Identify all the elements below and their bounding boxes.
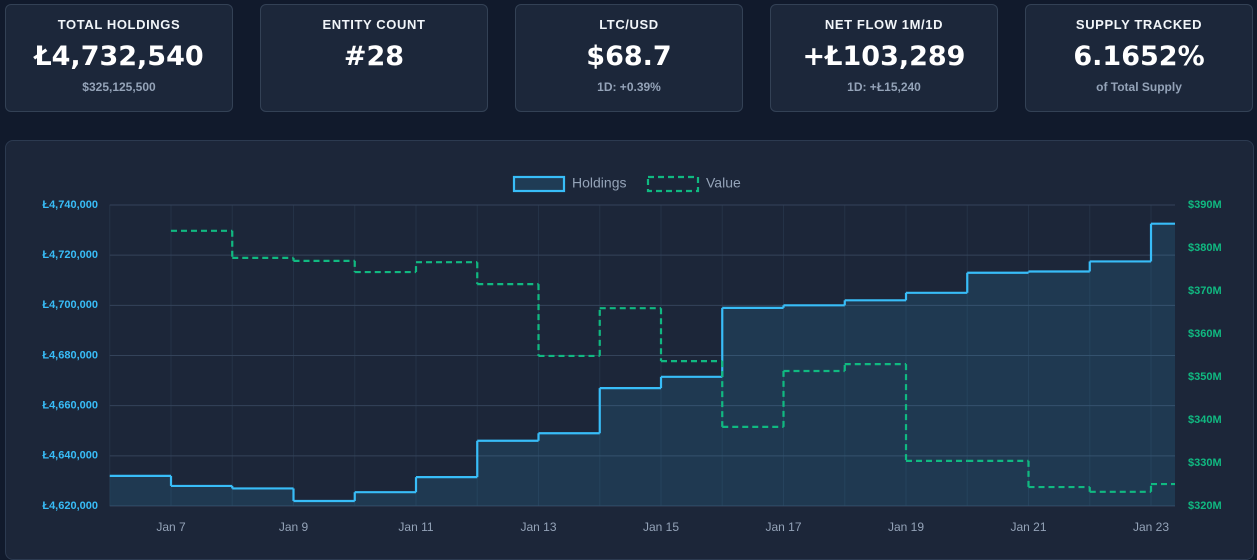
y-tick-label: Ł4,740,000 xyxy=(42,199,98,211)
y2-tick-label: $390M xyxy=(1188,199,1222,211)
x-tick-label: Jan 11 xyxy=(398,520,433,534)
y-tick-label: Ł4,620,000 xyxy=(42,500,98,512)
y-tick-label: Ł4,700,000 xyxy=(42,299,98,311)
legend-swatch xyxy=(512,175,566,193)
stat-cards: TOTAL HOLDINGS Ł4,732,540 $325,125,500 ENTI… xyxy=(0,0,1257,120)
area-fill xyxy=(1089,261,1151,506)
area-fill xyxy=(844,300,906,506)
y2-tick-label: $340M xyxy=(1188,414,1222,426)
y2-tick-label: $360M xyxy=(1188,328,1222,340)
card-value: #28 xyxy=(343,41,405,72)
area-fill xyxy=(906,292,968,506)
stat-card: ENTITY COUNT #28 xyxy=(260,4,488,112)
area-fill xyxy=(171,485,233,506)
x-tick-label: Jan 17 xyxy=(765,520,801,534)
area-fill xyxy=(109,475,171,506)
x-tick-label: Jan 9 xyxy=(279,520,309,534)
legend-label: Value xyxy=(706,175,741,191)
area-fill xyxy=(416,477,478,506)
card-value: $68.7 xyxy=(586,41,672,72)
card-subtitle: $325,125,500 xyxy=(82,80,156,94)
y-tick-label: Ł4,640,000 xyxy=(42,450,98,462)
y2-tick-label: $370M xyxy=(1188,285,1222,297)
area-fill xyxy=(232,488,294,506)
stat-card: TOTAL HOLDINGS Ł4,732,540 $325,125,500 xyxy=(5,4,233,112)
card-title: SUPPLY TRACKED xyxy=(1075,17,1203,32)
x-tick-label: Jan 7 xyxy=(156,520,186,534)
y-tick-label: Ł4,680,000 xyxy=(42,349,98,361)
x-tick-label: Jan 15 xyxy=(643,520,679,534)
card-title: LTC/USD xyxy=(599,17,659,32)
card-subtitle: 1D: +0.39% xyxy=(597,80,661,94)
area-fill xyxy=(599,388,661,506)
card-title: TOTAL HOLDINGS xyxy=(57,17,181,32)
card-value: +Ł103,289 xyxy=(802,41,966,72)
legend-swatch xyxy=(646,175,700,193)
card-value: Ł4,732,540 xyxy=(34,41,204,72)
y-tick-label: Ł4,720,000 xyxy=(42,249,98,261)
card-value: 6.1652% xyxy=(1073,41,1205,72)
area-fill xyxy=(354,492,416,506)
stat-card: LTC/USD $68.7 1D: +0.39% xyxy=(515,4,743,112)
card-subtitle: 1D: +Ł15,240 xyxy=(847,80,921,94)
area-fill xyxy=(661,376,723,506)
area-fill xyxy=(783,305,845,506)
area-fill xyxy=(967,272,1029,506)
chart-panel xyxy=(5,140,1254,560)
area-fill xyxy=(1028,271,1090,506)
x-tick-label: Jan 21 xyxy=(1010,520,1046,534)
stat-card: SUPPLY TRACKED 6.1652% of Total Supply xyxy=(1025,4,1253,112)
y-tick-label: Ł4,660,000 xyxy=(42,400,98,412)
y2-tick-label: $380M xyxy=(1188,242,1222,254)
chart: Jan 7 Jan 9 Jan 11 Jan 13 Jan 15 Jan 17 Jan 19… xyxy=(42,175,1222,534)
area-fill xyxy=(538,433,600,506)
x-tick-label: Jan 23 xyxy=(1133,520,1169,534)
y2-tick-label: $330M xyxy=(1188,457,1222,469)
y2-tick-label: $320M xyxy=(1188,500,1222,512)
y2-tick-label: $350M xyxy=(1188,371,1222,383)
x-tick-label: Jan 19 xyxy=(888,520,924,534)
area-fill xyxy=(293,500,355,506)
area-fill xyxy=(477,440,539,506)
card-title: NET FLOW 1M/1D xyxy=(824,17,944,32)
stat-card: NET FLOW 1M/1D +Ł103,289 1D: +Ł15,240 xyxy=(770,4,998,112)
legend-label: Holdings xyxy=(572,175,626,191)
x-tick-label: Jan 13 xyxy=(520,520,556,534)
area-fill xyxy=(722,307,784,506)
area-fill xyxy=(1151,223,1175,507)
card-subtitle: of Total Supply xyxy=(1096,80,1182,94)
card-title: ENTITY COUNT xyxy=(322,17,426,32)
